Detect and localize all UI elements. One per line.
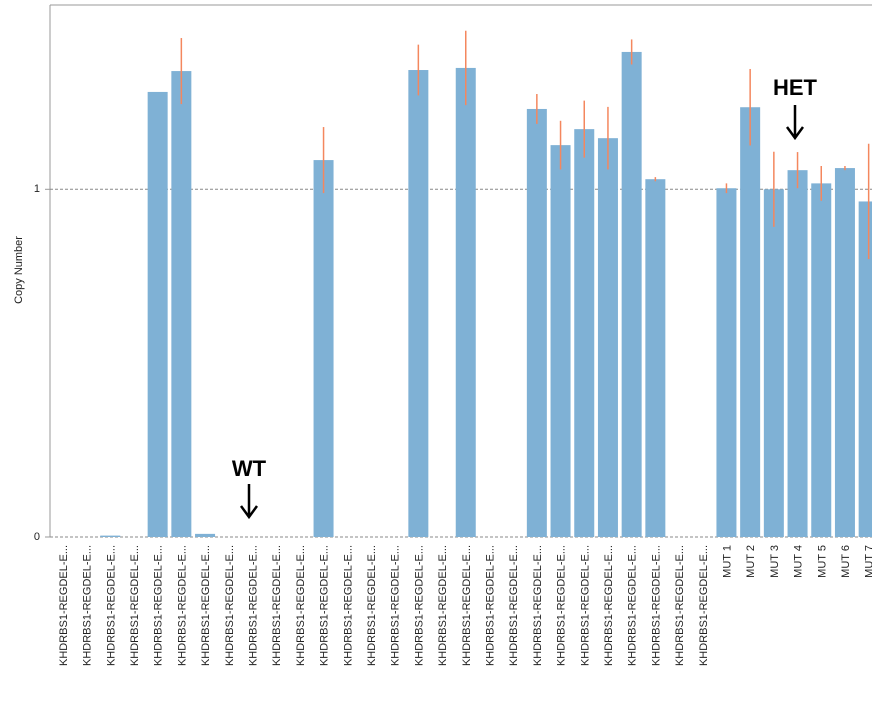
- bar: [313, 160, 334, 537]
- x-tick-label: KHDRBS1-REGDEL-E...: [82, 545, 94, 666]
- x-tick-label: KHDRBS1-REGDEL-E...: [105, 545, 117, 666]
- x-tick-label: MUT 2: [745, 545, 757, 578]
- bar: [716, 188, 737, 537]
- x-tick-label: KHDRBS1-REGDEL-E...: [271, 545, 283, 666]
- x-tick-label: KHDRBS1-REGDEL-E...: [200, 545, 212, 666]
- bar: [195, 533, 216, 537]
- x-tick-label: KHDRBS1-REGDEL-E...: [153, 545, 165, 666]
- bar: [645, 179, 666, 537]
- x-tick-label: KHDRBS1-REGDEL-E...: [461, 545, 473, 666]
- bar: [147, 91, 168, 538]
- x-tick-label: MUT 5: [816, 545, 828, 578]
- bar: [834, 168, 855, 537]
- x-tick-label: KHDRBS1-REGDEL-E...: [366, 545, 378, 666]
- x-tick-label: KHDRBS1-REGDEL-E...: [58, 545, 70, 666]
- x-tick-label: KHDRBS1-REGDEL-E...: [342, 545, 354, 666]
- annotation: HET: [773, 75, 818, 100]
- arrow: [785, 105, 805, 141]
- x-tick-label: KHDRBS1-REGDEL-E...: [247, 545, 259, 666]
- x-tick-label: KHDRBS1-REGDEL-E...: [579, 545, 591, 666]
- x-tick-label: KHDRBS1-REGDEL-E...: [484, 545, 496, 666]
- x-tick-label: MUT 3: [769, 545, 781, 578]
- bar: [100, 535, 121, 537]
- x-tick-label: KHDRBS1-REGDEL-E...: [319, 545, 331, 666]
- bar: [597, 138, 618, 537]
- x-tick-label: MUT 1: [721, 545, 733, 578]
- x-tick-label: KHDRBS1-REGDEL-E...: [224, 545, 236, 666]
- x-tick-label: KHDRBS1-REGDEL-E...: [674, 545, 686, 666]
- bar: [787, 170, 808, 537]
- y-axis-label: Copy Number: [13, 236, 25, 304]
- bar: [171, 71, 192, 537]
- x-tick-label: KHDRBS1-REGDEL-E...: [437, 545, 449, 666]
- x-tick-label: KHDRBS1-REGDEL-E...: [603, 545, 615, 666]
- bar: [740, 107, 761, 537]
- x-tick-label: KHDRBS1-REGDEL-E...: [413, 545, 425, 666]
- x-tick-label: KHDRBS1-REGDEL-E...: [650, 545, 662, 666]
- x-tick-label: MUT 4: [793, 545, 805, 578]
- bar: [550, 145, 571, 537]
- x-tick-label: KHDRBS1-REGDEL-E...: [627, 545, 639, 666]
- bar: [763, 189, 784, 537]
- y-tick-label: 1: [34, 183, 40, 195]
- x-tick-label: KHDRBS1-REGDEL-E...: [698, 545, 710, 666]
- bar: [455, 67, 476, 538]
- x-tick-label: KHDRBS1-REGDEL-E...: [295, 545, 307, 666]
- bar: [574, 129, 595, 537]
- x-tick-label: KHDRBS1-REGDEL-E...: [532, 545, 544, 666]
- bar: [526, 108, 547, 538]
- x-tick-label: KHDRBS1-REGDEL-E...: [556, 545, 568, 666]
- bar: [408, 70, 429, 538]
- bar: [621, 51, 642, 538]
- bar: [811, 183, 832, 537]
- arrow: [239, 484, 259, 520]
- x-tick-label: MUT 6: [840, 545, 852, 578]
- x-tick-label: KHDRBS1-REGDEL-E...: [390, 545, 402, 666]
- x-tick-label: KHDRBS1-REGDEL-E...: [129, 545, 141, 666]
- bar: [858, 201, 872, 537]
- y-tick-label: 0: [34, 531, 40, 543]
- annotation: WT: [232, 456, 267, 481]
- x-tick-label: KHDRBS1-REGDEL-E...: [508, 545, 520, 666]
- x-tick-label: KHDRBS1-REGDEL-E...: [176, 545, 188, 666]
- x-tick-label: MUT 7: [864, 545, 872, 578]
